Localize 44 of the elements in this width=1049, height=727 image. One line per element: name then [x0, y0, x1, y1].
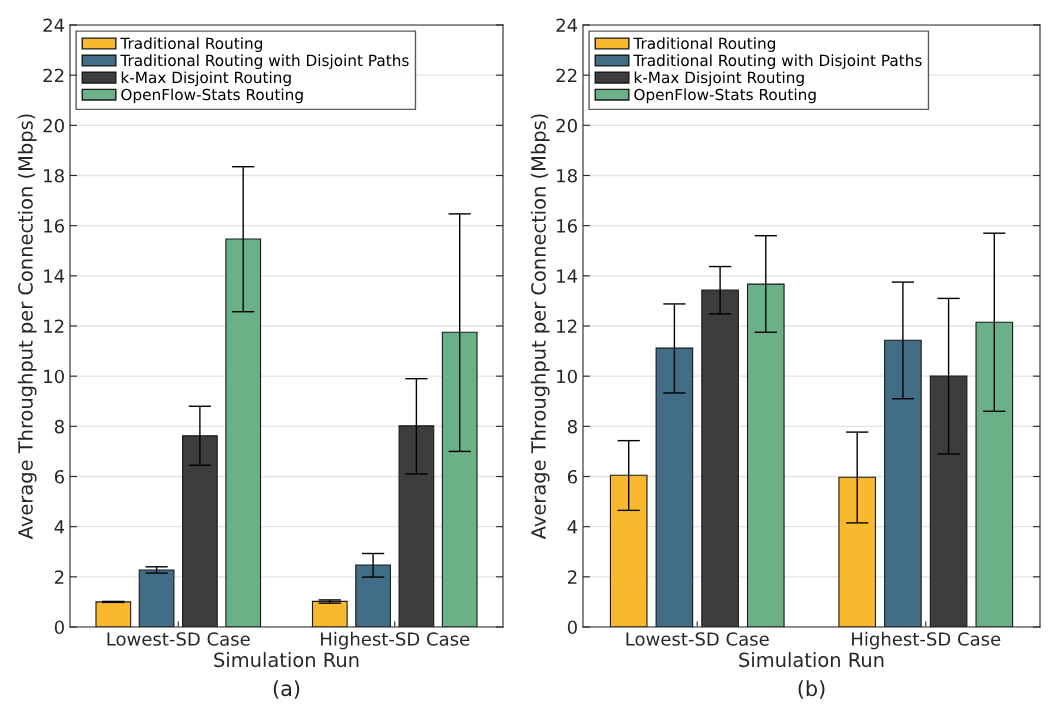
y-tick-label: 18	[557, 168, 577, 183]
legend-label: k-Max Disjoint Routing	[121, 71, 291, 87]
y-tick-label: 14	[557, 269, 578, 283]
y-tick-label: 12	[44, 319, 64, 333]
y-tick-label: 10	[557, 369, 577, 384]
text: (b)	[798, 680, 825, 699]
legend-label: Traditional Routing	[633, 37, 775, 53]
x-axis-title: Simulation Run	[214, 652, 359, 668]
x-axis-title: Simulation Run	[739, 652, 884, 668]
y-tick-label: 20	[43, 118, 64, 133]
text: (a)	[273, 680, 300, 699]
y-tick-label: 16	[44, 219, 64, 233]
y-tick-label: 4	[54, 520, 65, 534]
legend-label: Traditional Routing	[120, 37, 262, 53]
y-tick-label: 22	[556, 68, 577, 83]
x-tick-label: Highest-SD Case	[852, 631, 1001, 650]
y-axis-title: Average Throughput per Connection (Mbps)	[17, 114, 37, 540]
y-tick-label: 16	[557, 219, 577, 233]
x-tick-label: Highest-SD Case	[321, 631, 470, 650]
y-tick-label: 18	[44, 168, 64, 183]
x-tick-label: Lowest-SD Case	[626, 632, 769, 646]
legend-label: Traditional Routing with Disjoint Paths	[633, 54, 922, 70]
y-tick-label: 0	[567, 620, 577, 635]
x-tick-label: Lowest-SD Case	[107, 632, 250, 646]
y-tick-label: 0	[54, 620, 64, 635]
y-tick-label: 8	[54, 419, 64, 434]
y-tick-label: 4	[567, 520, 578, 534]
y-tick-label: 10	[44, 369, 64, 384]
y-tick-label: 22	[43, 68, 64, 83]
y-tick-label: 6	[54, 469, 64, 484]
y-axis-title: Average Throughput per Connection (Mbps)	[530, 114, 550, 540]
y-tick-label: 8	[567, 419, 577, 434]
legend-label: Traditional Routing with Disjoint Paths	[120, 54, 409, 70]
y-tick-label: 24	[43, 18, 65, 32]
y-tick-label: 2	[567, 570, 577, 584]
y-tick-label: 20	[556, 118, 577, 133]
legend-label: OpenFlow-Stats Routing	[121, 88, 303, 104]
y-tick-label: 14	[44, 269, 65, 283]
legend-label: OpenFlow-Stats Routing	[634, 88, 816, 104]
legend-label: k-Max Disjoint Routing	[634, 71, 804, 87]
y-tick-label: 12	[557, 319, 577, 333]
y-tick-label: 6	[567, 469, 577, 484]
y-tick-label: 2	[54, 570, 64, 584]
y-tick-label: 24	[556, 18, 578, 32]
